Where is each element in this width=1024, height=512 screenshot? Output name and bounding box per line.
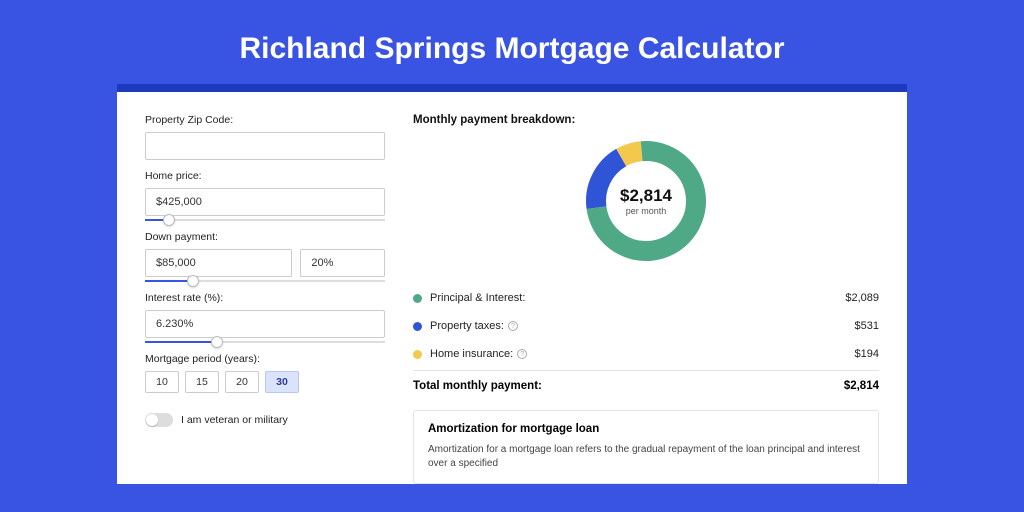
interest-rate-input[interactable] <box>145 310 385 338</box>
calculator-card: Property Zip Code: Home price: Down paym… <box>117 84 907 484</box>
legend-value: $194 <box>855 348 879 360</box>
down-payment-pct-input[interactable] <box>300 249 385 277</box>
amortization-title: Amortization for mortgage loan <box>428 423 864 435</box>
legend-row-insurance: Home insurance:?$194 <box>413 340 879 368</box>
interest-rate-slider[interactable] <box>145 341 385 343</box>
amortization-text: Amortization for a mortgage loan refers … <box>428 443 864 471</box>
donut-sub: per month <box>626 206 667 216</box>
down-payment-slider[interactable] <box>145 280 385 282</box>
payment-donut-chart: $2,814 per month <box>581 136 711 266</box>
down-payment-label: Down payment: <box>145 231 385 243</box>
down-payment-input[interactable] <box>145 249 292 277</box>
home-price-slider[interactable] <box>145 219 385 221</box>
legend-dot <box>413 322 422 331</box>
veteran-label: I am veteran or military <box>181 414 288 426</box>
legend-value: $2,089 <box>845 292 879 304</box>
slider-thumb[interactable] <box>187 275 199 287</box>
toggle-knob <box>146 414 158 426</box>
legend-label: Property taxes:? <box>430 320 855 332</box>
zip-label: Property Zip Code: <box>145 114 385 126</box>
period-option-30[interactable]: 30 <box>265 371 299 393</box>
interest-rate-label: Interest rate (%): <box>145 292 385 304</box>
zip-input[interactable] <box>145 132 385 160</box>
breakdown-column: Monthly payment breakdown: $2,814 per mo… <box>413 114 879 484</box>
veteran-toggle[interactable] <box>145 413 173 427</box>
page-title: Richland Springs Mortgage Calculator <box>0 0 1024 84</box>
period-option-20[interactable]: 20 <box>225 371 259 393</box>
legend: Principal & Interest:$2,089Property taxe… <box>413 284 879 368</box>
legend-label: Home insurance:? <box>430 348 855 360</box>
period-option-15[interactable]: 15 <box>185 371 219 393</box>
info-icon[interactable]: ? <box>517 349 527 359</box>
period-label: Mortgage period (years): <box>145 353 385 365</box>
info-icon[interactable]: ? <box>508 321 518 331</box>
total-value: $2,814 <box>844 380 879 392</box>
total-row: Total monthly payment: $2,814 <box>413 370 879 392</box>
total-label: Total monthly payment: <box>413 380 844 392</box>
home-price-input[interactable] <box>145 188 385 216</box>
legend-row-taxes: Property taxes:?$531 <box>413 312 879 340</box>
amortization-card: Amortization for mortgage loan Amortizat… <box>413 410 879 484</box>
legend-dot <box>413 294 422 303</box>
breakdown-title: Monthly payment breakdown: <box>413 114 879 126</box>
period-option-10[interactable]: 10 <box>145 371 179 393</box>
slider-thumb[interactable] <box>211 336 223 348</box>
legend-dot <box>413 350 422 359</box>
slider-thumb[interactable] <box>163 214 175 226</box>
legend-value: $531 <box>855 320 879 332</box>
legend-row-principal: Principal & Interest:$2,089 <box>413 284 879 312</box>
period-options: 10 15 20 30 <box>145 371 385 393</box>
legend-label: Principal & Interest: <box>430 292 845 304</box>
input-column: Property Zip Code: Home price: Down paym… <box>145 114 385 484</box>
home-price-label: Home price: <box>145 170 385 182</box>
donut-total: $2,814 <box>620 186 672 206</box>
